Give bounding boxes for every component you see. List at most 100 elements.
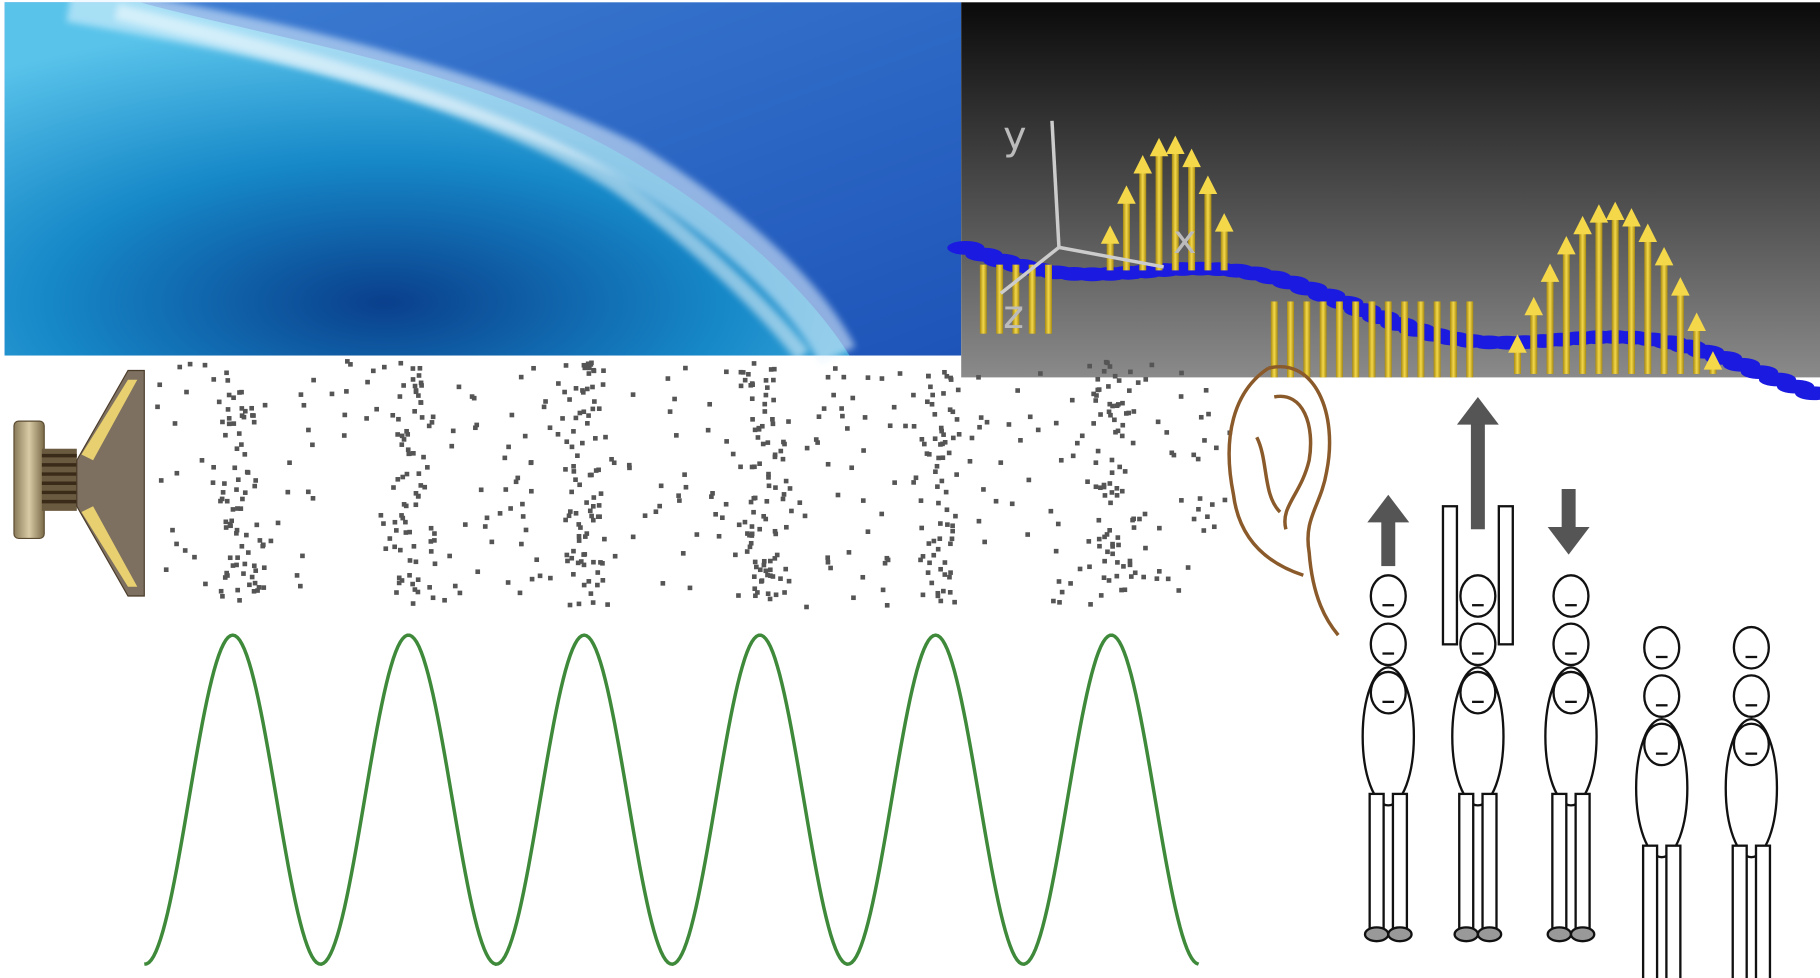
particle (235, 506, 240, 511)
particle (556, 381, 561, 386)
particle (582, 583, 587, 588)
particle (226, 407, 231, 412)
particle (591, 504, 596, 509)
particle (760, 578, 765, 583)
field-arrow (1320, 301, 1327, 377)
field-arrow (1156, 154, 1163, 270)
particle (938, 567, 943, 572)
particle (892, 480, 897, 485)
field-arrow (1628, 224, 1635, 374)
particle (571, 572, 576, 577)
particle (861, 448, 866, 453)
particle (224, 370, 229, 375)
particle (935, 484, 940, 489)
particle (383, 546, 388, 551)
particle (598, 560, 603, 565)
particle (951, 436, 956, 441)
particle (713, 512, 718, 517)
particle (752, 464, 757, 469)
person-leg (1733, 846, 1747, 978)
particle (826, 560, 831, 565)
particle (404, 429, 409, 434)
particle (1054, 421, 1059, 426)
particle (947, 451, 952, 456)
particle (1086, 539, 1091, 544)
particle (240, 497, 245, 502)
particle (1191, 453, 1196, 458)
particle (1202, 438, 1207, 443)
person (1636, 627, 1687, 978)
particle (847, 550, 852, 555)
particle (211, 377, 216, 382)
person-head (1371, 575, 1406, 616)
particle (235, 555, 240, 560)
particle (745, 549, 750, 554)
particle (849, 465, 854, 470)
field-arrow (1045, 265, 1052, 334)
particle (938, 521, 943, 526)
particle (936, 594, 941, 599)
particle (1115, 560, 1120, 565)
particle (1108, 481, 1113, 486)
particle (936, 547, 941, 552)
particle (371, 369, 376, 374)
particle (231, 563, 236, 568)
particle (534, 557, 539, 562)
particle (412, 409, 417, 414)
particle (1192, 517, 1197, 522)
particle (764, 393, 769, 398)
particle (405, 472, 410, 477)
particle (753, 560, 758, 565)
particle (921, 593, 926, 598)
particle (1137, 517, 1142, 522)
particle (968, 459, 973, 464)
particle (177, 365, 182, 370)
particle (1126, 411, 1131, 416)
particle (365, 380, 370, 385)
particle (306, 428, 311, 433)
particle (1018, 438, 1023, 443)
particle (733, 553, 738, 558)
particle (221, 490, 226, 495)
particle (750, 524, 755, 529)
particle (860, 575, 865, 580)
particle (605, 602, 610, 607)
person-leg (1666, 846, 1680, 978)
particle (225, 378, 230, 383)
person (1443, 506, 1513, 941)
particle (520, 502, 525, 507)
particle (1060, 590, 1065, 595)
particle (401, 383, 406, 388)
particle (781, 457, 786, 462)
particle (761, 442, 766, 447)
particle (299, 392, 304, 397)
particle (1150, 363, 1155, 368)
particle (815, 440, 820, 445)
particle (948, 570, 953, 575)
particle (211, 465, 216, 470)
person-head (1644, 724, 1679, 765)
particle (754, 565, 759, 570)
particle (253, 581, 258, 586)
particle (681, 551, 686, 556)
person-leg (1483, 794, 1497, 932)
particle (945, 522, 950, 527)
particle (927, 541, 932, 546)
person-leg (1756, 846, 1770, 978)
particle (684, 485, 689, 490)
particle (219, 589, 224, 594)
particle (957, 432, 962, 437)
particle (503, 487, 508, 492)
particle (1107, 578, 1112, 583)
particle (224, 525, 229, 530)
particle (1115, 493, 1120, 498)
particle (933, 469, 938, 474)
particle (595, 570, 600, 575)
particle (1075, 441, 1080, 446)
particle (892, 405, 897, 410)
particle (936, 456, 941, 461)
particle (565, 559, 570, 564)
particle (255, 588, 260, 593)
particle (543, 399, 548, 404)
particle (613, 554, 618, 559)
